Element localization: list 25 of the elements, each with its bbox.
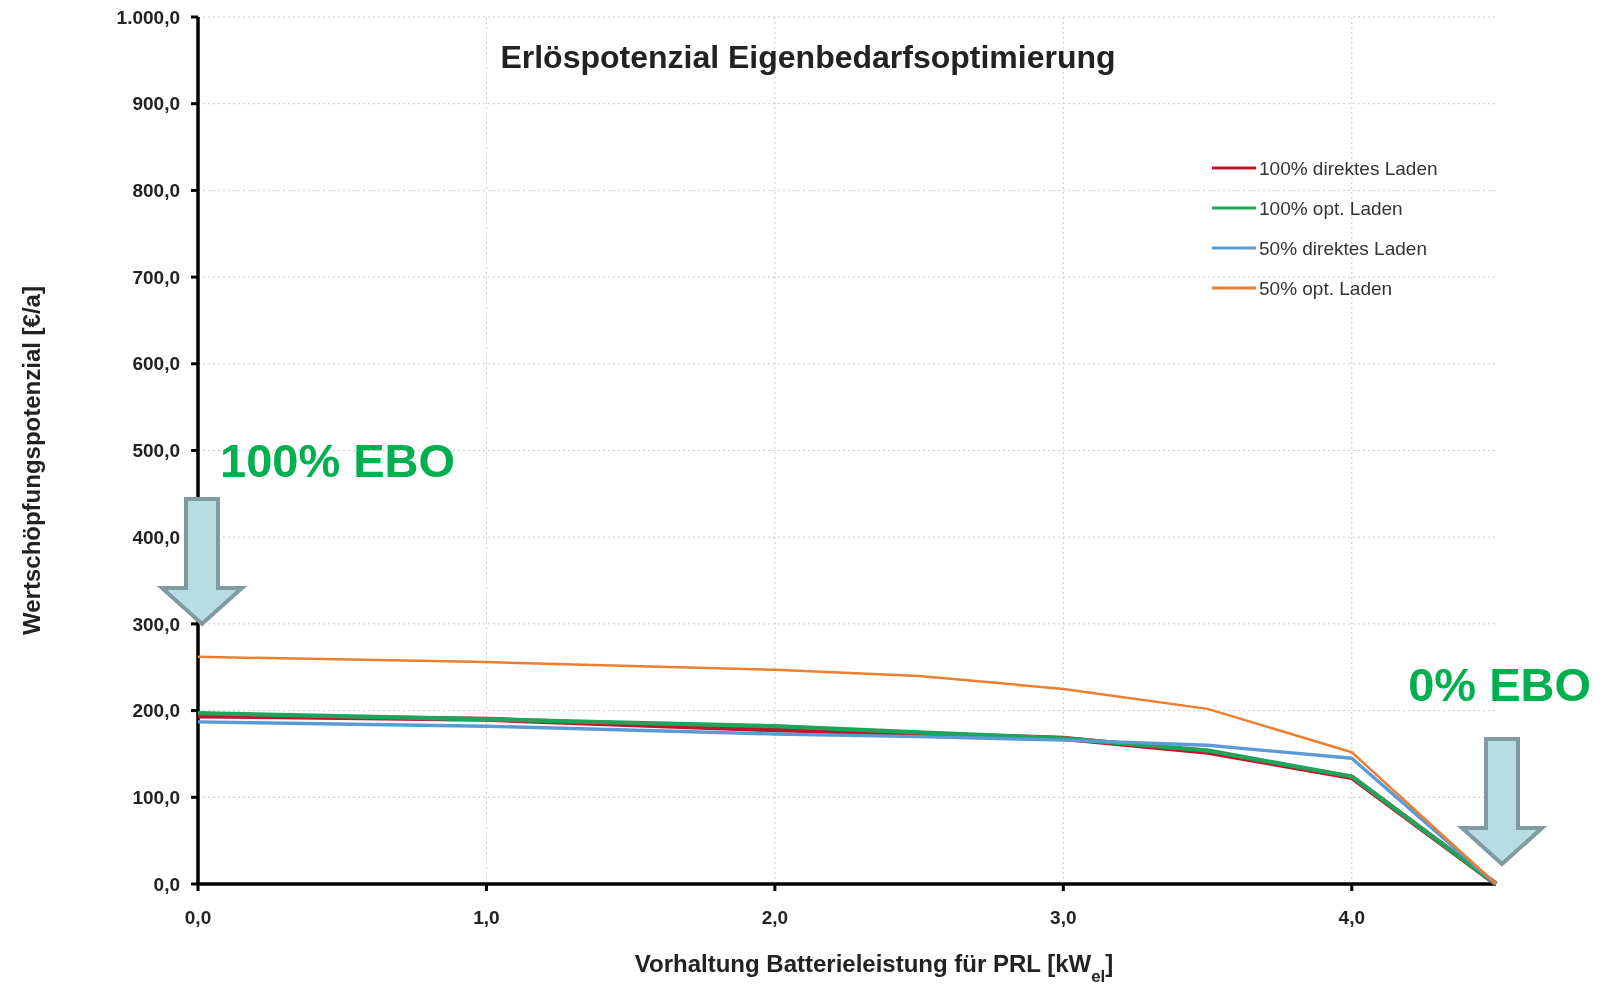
y-tick-label: 300,0 — [132, 613, 180, 635]
text: Erlöspotenzial Eigenbedarfsoptimierung — [500, 39, 1116, 75]
y-tick-label: 900,0 — [132, 93, 180, 115]
x-tick-label: 2,0 — [761, 907, 789, 928]
annotation: 0% EBO — [1408, 658, 1591, 711]
y-tick-label: 500,0 — [132, 440, 180, 462]
annotation: 100% EBO — [220, 433, 456, 487]
y-tick-label: 100,0 — [132, 786, 180, 808]
y-tick-label: 700,0 — [132, 266, 180, 288]
y-tick-label: 400,0 — [132, 526, 180, 548]
y-tick-label: 800,0 — [132, 180, 180, 202]
y-tick-label: 200,0 — [132, 700, 180, 722]
y-tick-label: 600,0 — [132, 353, 180, 375]
legend-label: 50% direktes Laden — [1259, 237, 1427, 259]
x-tick-label: 0,0 — [184, 907, 212, 928]
legend-label: 100% direktes Laden — [1259, 157, 1438, 179]
y-tick-label: 1.000,0 — [116, 6, 180, 28]
y-axis-title: Wertschöpfungspotenzial [€/a] — [18, 286, 45, 635]
x-tick-label: 4,0 — [1338, 907, 1365, 928]
x-tick-label: 1,0 — [473, 907, 500, 928]
legend-label: 50% opt. Laden — [1259, 277, 1393, 299]
x-tick-label: 3,0 — [1050, 907, 1077, 928]
y-tick-label: 0,0 — [153, 873, 180, 895]
legend-label: 100% opt. Laden — [1259, 197, 1403, 219]
x-axis-title: Vorhaltung Batterieleistung für PRL [kW$_{el}$] — [634, 950, 1114, 986]
